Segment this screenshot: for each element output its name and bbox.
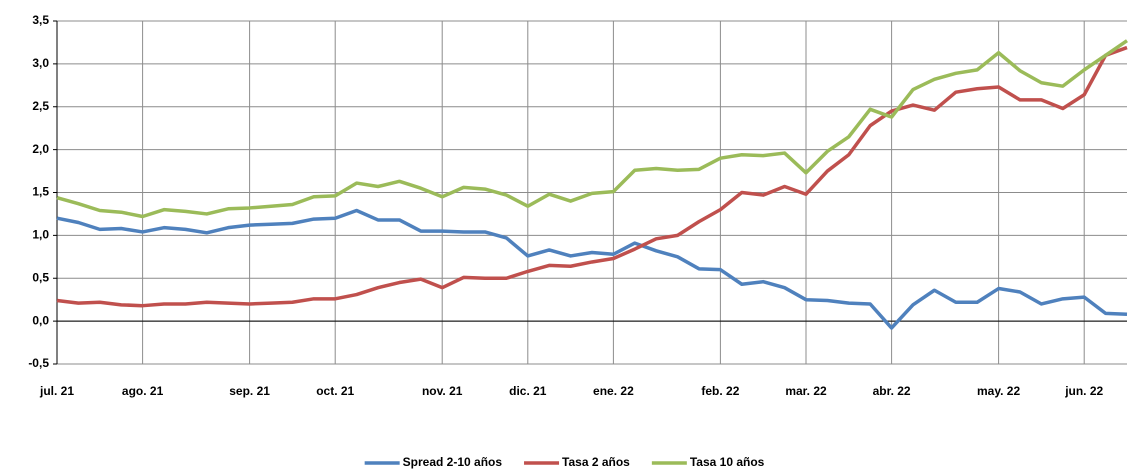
x-tick-label: dic. 21 (509, 384, 547, 398)
y-tick-label: 2,5 (32, 99, 49, 113)
y-tick-label: 3,0 (32, 56, 49, 70)
y-tick-label: 1,5 (32, 185, 49, 199)
line-series (56, 45, 1128, 308)
legend-label: Tasa 10 años (690, 455, 765, 469)
legend-label: Spread 2-10 años (403, 455, 503, 469)
y-tick-label: 0,0 (32, 313, 49, 327)
x-tick-label: sep. 21 (229, 384, 270, 398)
line-series (56, 39, 1128, 219)
x-tick-label: oct. 21 (316, 384, 354, 398)
x-tick-label: jun. 22 (1064, 384, 1103, 398)
y-tick-label: 1,0 (32, 228, 49, 242)
x-tick-label: may. 22 (977, 384, 1020, 398)
x-tick-label: ago. 21 (122, 384, 164, 398)
x-tick-label: feb. 22 (701, 384, 739, 398)
y-tick-label: -0,5 (28, 356, 49, 370)
x-tick-label: abr. 22 (873, 384, 911, 398)
y-tick-label: 2,0 (32, 142, 49, 156)
x-tick-label: ene. 22 (593, 384, 634, 398)
line-series (56, 208, 1128, 330)
x-tick-label: nov. 21 (422, 384, 463, 398)
legend-label: Tasa 2 años (562, 455, 630, 469)
y-tick-label: 0,5 (32, 270, 49, 284)
y-tick-label: 3,5 (32, 13, 49, 27)
x-tick-label: jul. 21 (39, 384, 74, 398)
x-tick-label: mar. 22 (785, 384, 827, 398)
